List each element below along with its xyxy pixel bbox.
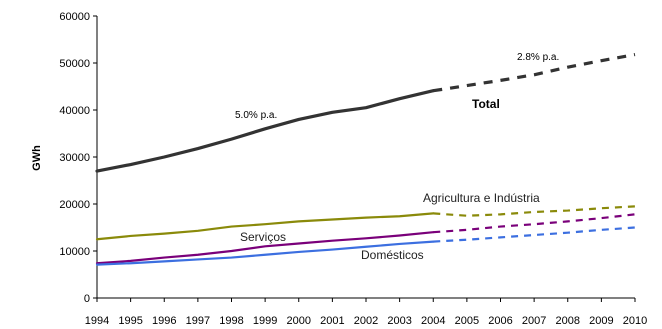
x-tick-label: 2001 [320, 315, 344, 327]
annotation-total-growth-historical: 5.0% p.a. [235, 110, 277, 121]
x-tick-label: 1997 [186, 315, 210, 327]
x-tick-label: 2009 [589, 315, 613, 327]
series-line-agricultura-e-industria-forecast [433, 205, 636, 217]
y-tick-label: 60000 [59, 11, 90, 23]
series-line-agricultura-e-industria-historical [95, 212, 435, 241]
series-label-total: Total [472, 97, 500, 111]
x-tick-label: 1998 [219, 315, 243, 327]
y-axis-title: GWh [31, 145, 43, 171]
series-line-domesticos-historical [95, 240, 435, 266]
y-tick-label: 20000 [59, 199, 90, 211]
x-tick-label: 1996 [152, 315, 176, 327]
x-tick-label: 2002 [354, 315, 378, 327]
y-tick-label: 40000 [59, 105, 90, 117]
y-tick-label: 30000 [59, 152, 90, 164]
x-tick-label: 1995 [118, 315, 142, 327]
x-tick-label: 2005 [455, 315, 479, 327]
x-tick-label: 1999 [253, 315, 277, 327]
x-tick-label: 2007 [522, 315, 546, 327]
series-label-servicos: Serviços [240, 230, 286, 244]
x-tick-label: 2004 [421, 315, 445, 327]
x-tick-label: 2006 [488, 315, 512, 327]
series-label-agricultura-industria: Agricultura e Indústria [423, 191, 540, 205]
annotation-total-growth-forecast: 2.8% p.a. [517, 52, 559, 63]
y-tick-label: 0 [84, 293, 90, 305]
series-label-domesticos: Domésticos [361, 248, 424, 262]
series-line-total-forecast [433, 52, 636, 93]
y-tick-label: 50000 [59, 58, 90, 70]
series-line-total-historical [95, 89, 435, 173]
x-tick-label: 2010 [623, 315, 647, 327]
x-tick-label: 2000 [287, 315, 311, 327]
x-tick-label: 2003 [387, 315, 411, 327]
x-tick-label: 2008 [556, 315, 580, 327]
x-tick-label: 1994 [85, 315, 109, 327]
y-tick-label: 10000 [59, 246, 90, 258]
series-line-servicos-historical [95, 231, 435, 265]
